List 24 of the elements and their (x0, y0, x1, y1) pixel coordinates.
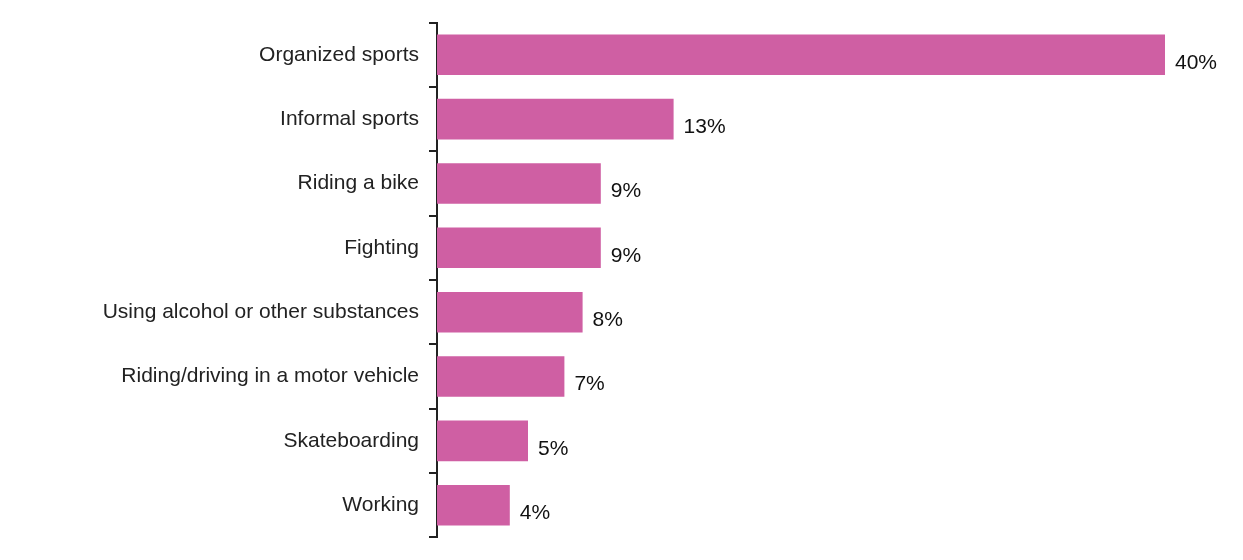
data-label: 5% (538, 435, 569, 459)
y-tick-label: Fighting (344, 234, 419, 258)
y-tick-label: Working (342, 492, 419, 516)
bar (437, 227, 601, 269)
bar (437, 420, 528, 462)
data-label: 9% (610, 178, 642, 202)
data-label: 9% (610, 242, 642, 266)
data-label: 7% (574, 371, 605, 395)
y-tick-label: Organized sports (259, 41, 419, 65)
bar (437, 98, 674, 140)
y-tick-label: Riding/driving in a motor vehicle (121, 363, 419, 387)
bar (437, 291, 583, 333)
data-label: 40% (1175, 49, 1218, 73)
bar (437, 34, 1165, 76)
data-label: 13% (683, 113, 726, 137)
data-label: 4% (519, 500, 551, 524)
y-tick-label: Skateboarding (283, 427, 419, 451)
y-tick-label: Riding a bike (297, 170, 419, 194)
y-tick-label: Using alcohol or other substances (102, 298, 419, 322)
bar (437, 484, 510, 526)
bar (437, 163, 601, 204)
data-label: 8% (592, 306, 623, 330)
bar (437, 356, 565, 397)
y-tick-label: Informal sports (280, 105, 419, 129)
